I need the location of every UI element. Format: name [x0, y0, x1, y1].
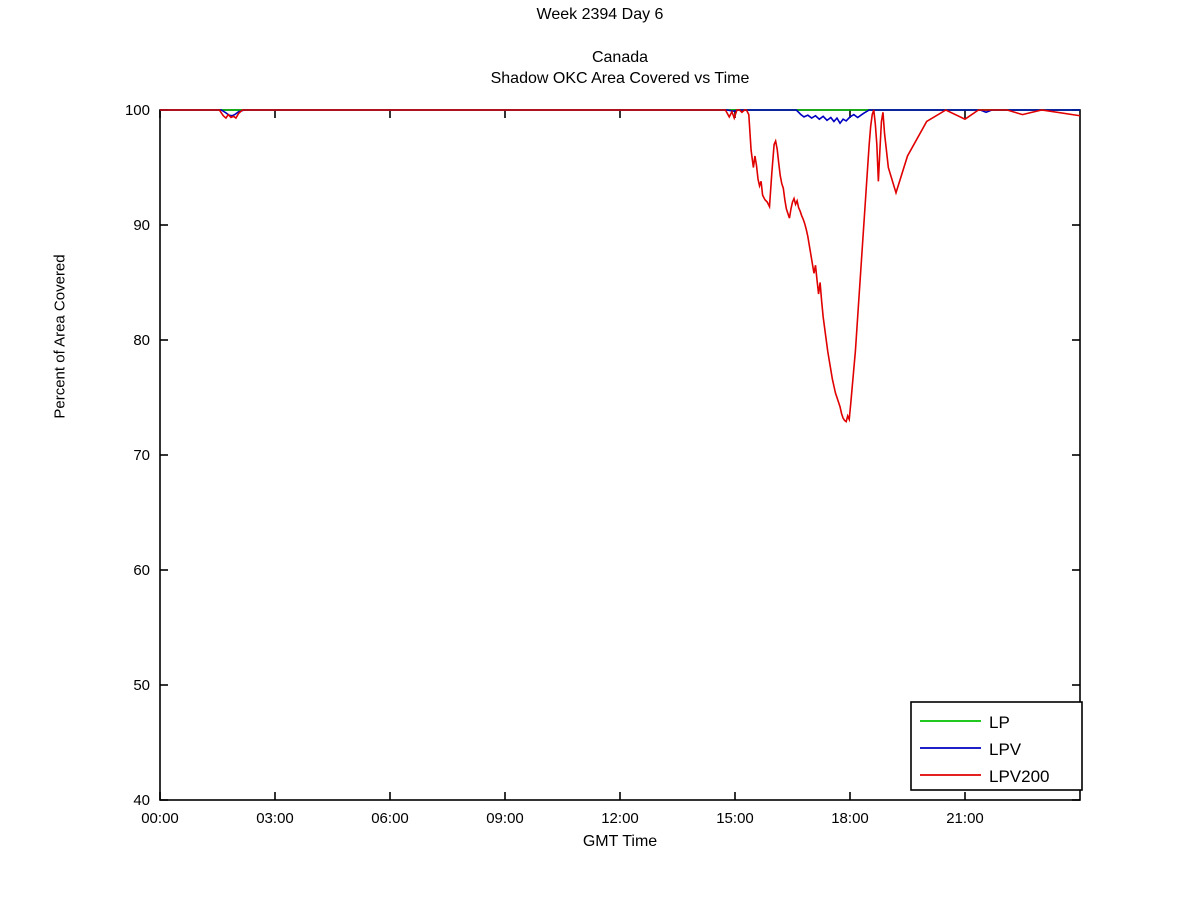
legend-label-lpv200[interactable]: LPV200 — [989, 767, 1050, 786]
x-tick-label: 09:00 — [486, 810, 524, 827]
x-axis-label: GMT Time — [582, 833, 658, 850]
y-tick-label: 70 — [133, 447, 150, 464]
plot-border — [159, 109, 1081, 801]
plot-frame — [159, 109, 1081, 801]
y-tick-label: 60 — [133, 562, 150, 579]
x-tick-label: 06:00 — [371, 810, 409, 827]
x-axis-ticks: 00:00 03:00 06:00 09:00 12:00 15:00 18:00 21:00 — [141, 110, 984, 827]
x-tick-label: 12:00 — [601, 810, 639, 827]
axes-title-line2: Shadow OKC Area Covered vs Time — [490, 70, 750, 87]
y-axis-ticks: 40 50 60 70 80 90 100 — [125, 102, 1080, 809]
data-series-group — [160, 109, 1081, 423]
legend-label-lpv[interactable]: LPV — [989, 740, 1022, 759]
y-tick-label: 90 — [133, 217, 150, 234]
x-tick-label: 18:00 — [831, 810, 869, 827]
y-tick-label: 40 — [133, 792, 150, 809]
x-tick-label: 15:00 — [716, 810, 754, 827]
series-line-lpv200 — [160, 109, 1081, 423]
x-tick-label: 21:00 — [946, 810, 984, 827]
y-tick-label: 50 — [133, 677, 150, 694]
y-tick-label: 100 — [125, 102, 150, 119]
axes-title-line1: Canada — [591, 49, 649, 66]
figure-suptitle: Week 2394 Day 6 — [536, 6, 664, 23]
x-tick-label: 00:00 — [141, 810, 179, 827]
y-tick-label: 80 — [133, 332, 150, 349]
legend-label-lp[interactable]: LP — [989, 713, 1010, 732]
chart-legend[interactable]: LP LPV LPV200 — [910, 701, 1083, 791]
x-tick-label: 03:00 — [256, 810, 294, 827]
axes-title: Canada Shadow OKC Area Covered vs Time — [160, 47, 1080, 89]
